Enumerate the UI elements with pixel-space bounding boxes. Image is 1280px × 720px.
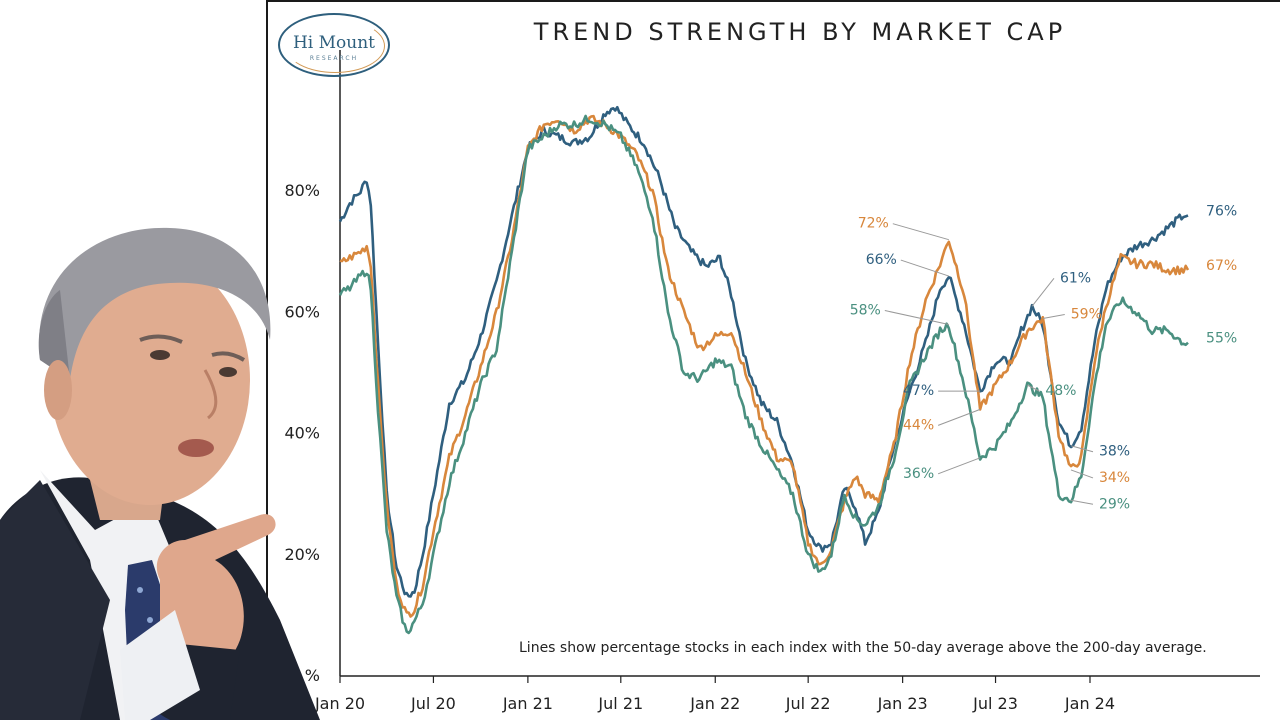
annotation-leader bbox=[1070, 469, 1094, 479]
y-tick-label: 40% bbox=[284, 424, 320, 443]
x-tick-label: Jan 20 bbox=[314, 694, 365, 713]
x-tick-label: Jul 20 bbox=[410, 694, 456, 713]
annotation-green: 55% bbox=[1206, 331, 1237, 347]
annotation-leader bbox=[892, 223, 949, 241]
annotation-orange: 34% bbox=[1099, 470, 1130, 486]
series-line-orange bbox=[339, 114, 1190, 618]
annotation-leader bbox=[1042, 313, 1065, 319]
speaker-photo bbox=[0, 227, 320, 720]
annotation-leader bbox=[937, 408, 981, 426]
y-tick-label: 20% bbox=[284, 545, 320, 564]
annotation-leader bbox=[1031, 278, 1055, 307]
annotation-blue: 38% bbox=[1099, 444, 1130, 460]
annotation-leader bbox=[1070, 445, 1094, 453]
logo-subtitle: RESEARCH bbox=[309, 55, 359, 62]
y-tick-label: 80% bbox=[284, 181, 320, 200]
annotation-orange: 67% bbox=[1206, 258, 1237, 274]
annotation-green: 58% bbox=[850, 303, 881, 319]
annotation-leader bbox=[1027, 384, 1040, 392]
annotation-green: 29% bbox=[1099, 496, 1130, 512]
annotation-orange: 72% bbox=[858, 216, 889, 232]
x-tick-label: Jan 24 bbox=[1064, 694, 1115, 713]
annotation-green: 36% bbox=[903, 466, 934, 482]
y-tick-label: % bbox=[305, 666, 320, 685]
series-line-green bbox=[338, 114, 1189, 635]
x-tick-label: Jan 22 bbox=[689, 694, 740, 713]
chart-panel bbox=[266, 0, 1280, 720]
chart-title: TREND STRENGTH BY MARKET CAP bbox=[533, 18, 1067, 46]
x-tick-label: Jul 23 bbox=[972, 694, 1018, 713]
x-tick-label: Jul 21 bbox=[597, 694, 643, 713]
x-tick-label: Jul 22 bbox=[785, 694, 831, 713]
annotation-leader bbox=[884, 310, 949, 326]
annotation-orange: 59% bbox=[1071, 306, 1102, 322]
annotation-blue: 47% bbox=[903, 383, 934, 399]
annotation-green: 48% bbox=[1045, 383, 1076, 399]
series-line-blue bbox=[338, 105, 1189, 598]
logo-name: Hi Mount bbox=[292, 33, 376, 53]
x-tick-label: Jan 21 bbox=[502, 694, 553, 713]
annotation-blue: 76% bbox=[1206, 203, 1237, 219]
chart-note: Lines show percentage stocks in each ind… bbox=[519, 640, 1207, 656]
annotation-leader bbox=[937, 457, 981, 475]
y-tick-label: 60% bbox=[284, 302, 320, 321]
annotation-blue: 61% bbox=[1060, 270, 1091, 286]
x-tick-label: Jan 23 bbox=[877, 694, 928, 713]
logo: Hi Mount RESEARCH bbox=[278, 13, 390, 77]
annotation-leader bbox=[900, 259, 949, 277]
annotation-orange: 44% bbox=[903, 417, 934, 433]
annotation-blue: 66% bbox=[866, 252, 897, 268]
annotation-leader bbox=[1070, 499, 1094, 505]
